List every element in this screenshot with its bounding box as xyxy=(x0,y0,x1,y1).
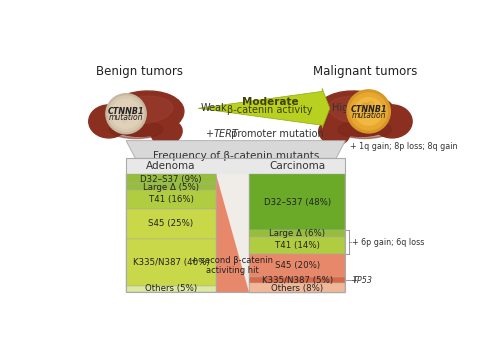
Text: Carcinoma: Carcinoma xyxy=(269,161,325,171)
Text: T41 (16%): T41 (16%) xyxy=(148,195,194,204)
Circle shape xyxy=(132,107,136,112)
Text: D32–S37 (48%): D32–S37 (48%) xyxy=(264,197,330,207)
Text: S45 (25%): S45 (25%) xyxy=(148,219,194,228)
Text: K335/N387 (5%): K335/N387 (5%) xyxy=(262,276,332,285)
Circle shape xyxy=(128,112,134,118)
Polygon shape xyxy=(198,88,330,128)
Bar xyxy=(126,209,216,239)
Text: Malignant tumors: Malignant tumors xyxy=(312,65,417,78)
Bar xyxy=(249,230,346,237)
Circle shape xyxy=(112,99,141,128)
Text: Frequency of β-catenin mutants: Frequency of β-catenin mutants xyxy=(152,151,319,161)
Circle shape xyxy=(354,98,382,125)
Ellipse shape xyxy=(328,96,386,124)
Text: CTNNB1: CTNNB1 xyxy=(350,104,387,114)
Text: + 1q gain; 8p loss; 8q gain: + 1q gain; 8p loss; 8q gain xyxy=(350,142,458,151)
Bar xyxy=(126,159,346,174)
Ellipse shape xyxy=(317,91,397,137)
Ellipse shape xyxy=(115,96,173,124)
Ellipse shape xyxy=(319,120,350,145)
Text: mutation: mutation xyxy=(109,113,144,122)
Text: promoter mutation: promoter mutation xyxy=(228,129,324,139)
Circle shape xyxy=(108,96,144,131)
Bar xyxy=(249,277,346,283)
Circle shape xyxy=(350,93,387,130)
Text: + second β-catenin
activiting hit: + second β-catenin activiting hit xyxy=(192,256,274,275)
Text: TERT: TERT xyxy=(214,129,238,139)
Text: Benign tumors: Benign tumors xyxy=(96,65,184,78)
Circle shape xyxy=(347,90,391,133)
Ellipse shape xyxy=(110,121,163,139)
Text: Large Δ (5%): Large Δ (5%) xyxy=(143,183,199,192)
Bar xyxy=(126,159,346,292)
Text: Others (8%): Others (8%) xyxy=(271,284,323,293)
Text: + 6p gain; 6q loss: + 6p gain; 6q loss xyxy=(352,238,424,247)
Text: +: + xyxy=(206,129,217,139)
Circle shape xyxy=(360,112,366,118)
Bar xyxy=(249,174,346,230)
Circle shape xyxy=(361,103,370,112)
Text: TP53: TP53 xyxy=(353,276,373,285)
Ellipse shape xyxy=(89,105,129,138)
Text: Others (5%): Others (5%) xyxy=(145,284,197,293)
Polygon shape xyxy=(126,141,346,159)
Text: +: + xyxy=(351,276,360,285)
Bar xyxy=(126,239,216,286)
Text: D32–S37 (9%): D32–S37 (9%) xyxy=(140,174,202,184)
Polygon shape xyxy=(216,174,249,292)
Ellipse shape xyxy=(338,121,392,139)
Polygon shape xyxy=(216,174,249,292)
Ellipse shape xyxy=(372,105,412,138)
Text: Adenoma: Adenoma xyxy=(146,161,196,171)
Text: High: High xyxy=(332,103,354,113)
Bar xyxy=(126,184,216,190)
Bar xyxy=(126,286,216,292)
Ellipse shape xyxy=(104,91,184,137)
Circle shape xyxy=(118,107,126,115)
Text: β-catenin activity: β-catenin activity xyxy=(228,105,313,115)
Text: K335/N387 (40%): K335/N387 (40%) xyxy=(132,258,210,267)
Bar xyxy=(126,190,216,209)
Bar xyxy=(249,237,346,254)
Bar xyxy=(249,283,346,293)
Circle shape xyxy=(370,110,378,118)
Bar xyxy=(249,254,346,277)
Ellipse shape xyxy=(152,120,182,145)
Text: Moderate: Moderate xyxy=(242,97,298,107)
Circle shape xyxy=(122,118,127,122)
Circle shape xyxy=(106,94,146,134)
Text: Large Δ (6%): Large Δ (6%) xyxy=(269,230,325,238)
Text: S45 (20%): S45 (20%) xyxy=(274,261,320,270)
Text: mutation: mutation xyxy=(352,111,386,120)
Text: CTNNB1: CTNNB1 xyxy=(108,107,144,116)
Text: T41 (14%): T41 (14%) xyxy=(274,241,320,250)
Bar xyxy=(126,174,216,184)
Circle shape xyxy=(368,101,374,107)
Text: Weak: Weak xyxy=(200,103,227,113)
